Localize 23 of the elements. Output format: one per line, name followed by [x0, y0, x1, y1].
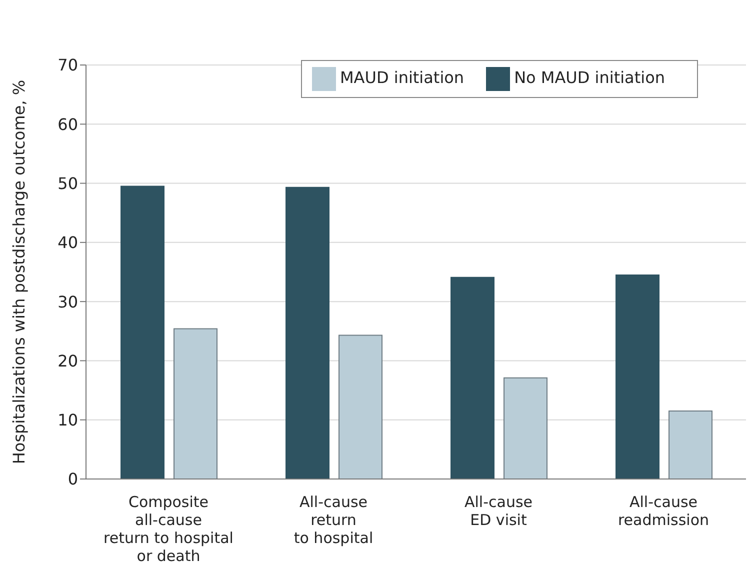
y-axis-title: Hospitalizations with postdischarge outcome, % — [10, 80, 29, 464]
bar — [174, 328, 218, 479]
bar — [338, 334, 382, 479]
bar — [450, 276, 494, 479]
x-tick-label: Composite all-cause return to hospital or death — [104, 493, 234, 565]
y-tick-label: 60 — [58, 114, 78, 134]
y-tick-label: 0 — [68, 470, 78, 489]
x-tick-label: All-cause readmission — [618, 493, 710, 529]
x-tick-label: All-cause ED visit — [464, 493, 532, 529]
x-tick-label: All-cause return to hospital — [294, 493, 374, 547]
bar — [504, 377, 548, 479]
bar — [286, 186, 330, 479]
bar — [668, 410, 712, 479]
y-tick-label: 30 — [58, 292, 78, 312]
legend-label: No MAUD initiation — [514, 68, 665, 88]
y-tick-label: 40 — [58, 233, 78, 252]
y-tick-label: 70 — [58, 56, 78, 75]
y-tick-label: 20 — [58, 351, 78, 370]
y-tick-label: 10 — [58, 410, 78, 430]
bar — [120, 186, 164, 479]
legend-label: MAUD initiation — [340, 68, 464, 88]
y-tick-label: 50 — [58, 174, 78, 193]
bar — [616, 274, 660, 479]
